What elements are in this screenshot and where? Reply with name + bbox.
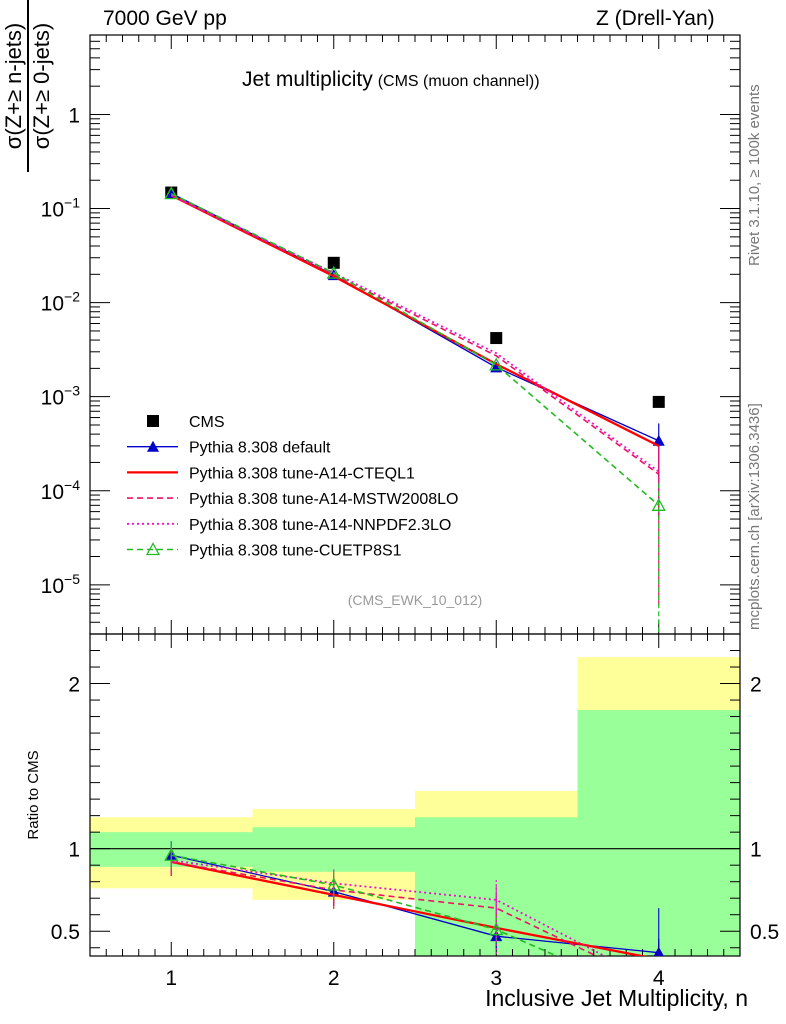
- main-series-line-5: [170, 192, 660, 506]
- legend-label-3: Pythia 8.308 tune-A14-MSTW2008LO: [189, 491, 458, 508]
- y-tick-label-0.00001: 10−5: [41, 571, 81, 598]
- legend-label-5: Pythia 8.308 tune-CUETP8S1: [189, 543, 402, 560]
- ratio-tick-label-right-1: 1: [750, 839, 762, 862]
- header-right: Z (Drell-Yan): [596, 7, 715, 30]
- ratio-series-line-4: [171, 854, 559, 956]
- main-point-0-3: [652, 395, 665, 408]
- main-point-5-3: [651, 497, 666, 511]
- main-point-0-2: [490, 332, 503, 345]
- ratio-tick-label-right-2: 2: [750, 674, 762, 697]
- main-series-line-4: [170, 194, 660, 473]
- main-point-5-2: [489, 357, 504, 371]
- y-tick-label-0.1: 10−1: [41, 195, 81, 222]
- chart-subtitle: (CMS (muon channel)): [378, 73, 540, 90]
- y-tick-label-1: 1: [68, 104, 80, 127]
- main-series-line-2: [170, 194, 660, 447]
- y-tick-label-0.001: 10−3: [41, 383, 81, 410]
- legend-marker-0: [147, 415, 159, 427]
- legend-label-2: Pythia 8.308 tune-A14-CTEQL1: [189, 465, 415, 482]
- ratio-series-group: [164, 841, 664, 956]
- header-left: 7000 GeV pp: [103, 7, 227, 30]
- main-series-line-3: [170, 194, 660, 475]
- ratio-tick-label-left-0.5: 0.5: [51, 921, 80, 944]
- x-tick-label-1: 1: [165, 967, 177, 990]
- ratio-point-4-1: [326, 877, 341, 891]
- y-tick-label-0.01: 10−2: [41, 289, 81, 316]
- main-plot-frame: [89, 34, 741, 635]
- ratio-tick-label-right-0.5: 0.5: [750, 921, 779, 944]
- y-tick-label-0.0001: 10−4: [41, 477, 81, 504]
- ratio-series-line-1: [171, 860, 648, 956]
- ratio-tick-label-left-2: 2: [68, 674, 80, 697]
- main-point-5-1: [326, 265, 341, 279]
- chart-title: Jet multiplicity (CMS (muon channel)): [242, 68, 540, 91]
- x-axis-label: Inclusive Jet Multiplicity, n: [485, 985, 748, 1011]
- main-point-0-1: [327, 256, 340, 269]
- x-tick-label-2: 2: [328, 967, 340, 990]
- ratio-series-line-3: [171, 859, 607, 956]
- ratio-tick-label-left-1: 1: [68, 839, 80, 862]
- main-point-5-0: [164, 186, 179, 200]
- x-tick-label-3: 3: [490, 967, 502, 990]
- band-inner-1: [252, 827, 415, 872]
- legend-label-4: Pythia 8.308 tune-A14-NNPDF2.3LO: [189, 517, 451, 534]
- legend-marker-1: [147, 440, 159, 452]
- ratio-point-4-0: [164, 847, 179, 861]
- legend-marker-5: [145, 542, 161, 556]
- ratio-y-axis-label: Ratio to CMS: [25, 750, 42, 839]
- legend-label-1: Pythia 8.308 default: [189, 440, 331, 457]
- ratio-series-line-2: [171, 861, 599, 956]
- ratio-point-4-2: [489, 922, 504, 936]
- main-point-1-3: [652, 434, 665, 446]
- legend-label-0: CMS: [189, 414, 225, 431]
- analysis-watermark: (CMS_EWK_10_012): [348, 592, 483, 608]
- x-tick-label-4: 4: [653, 967, 665, 990]
